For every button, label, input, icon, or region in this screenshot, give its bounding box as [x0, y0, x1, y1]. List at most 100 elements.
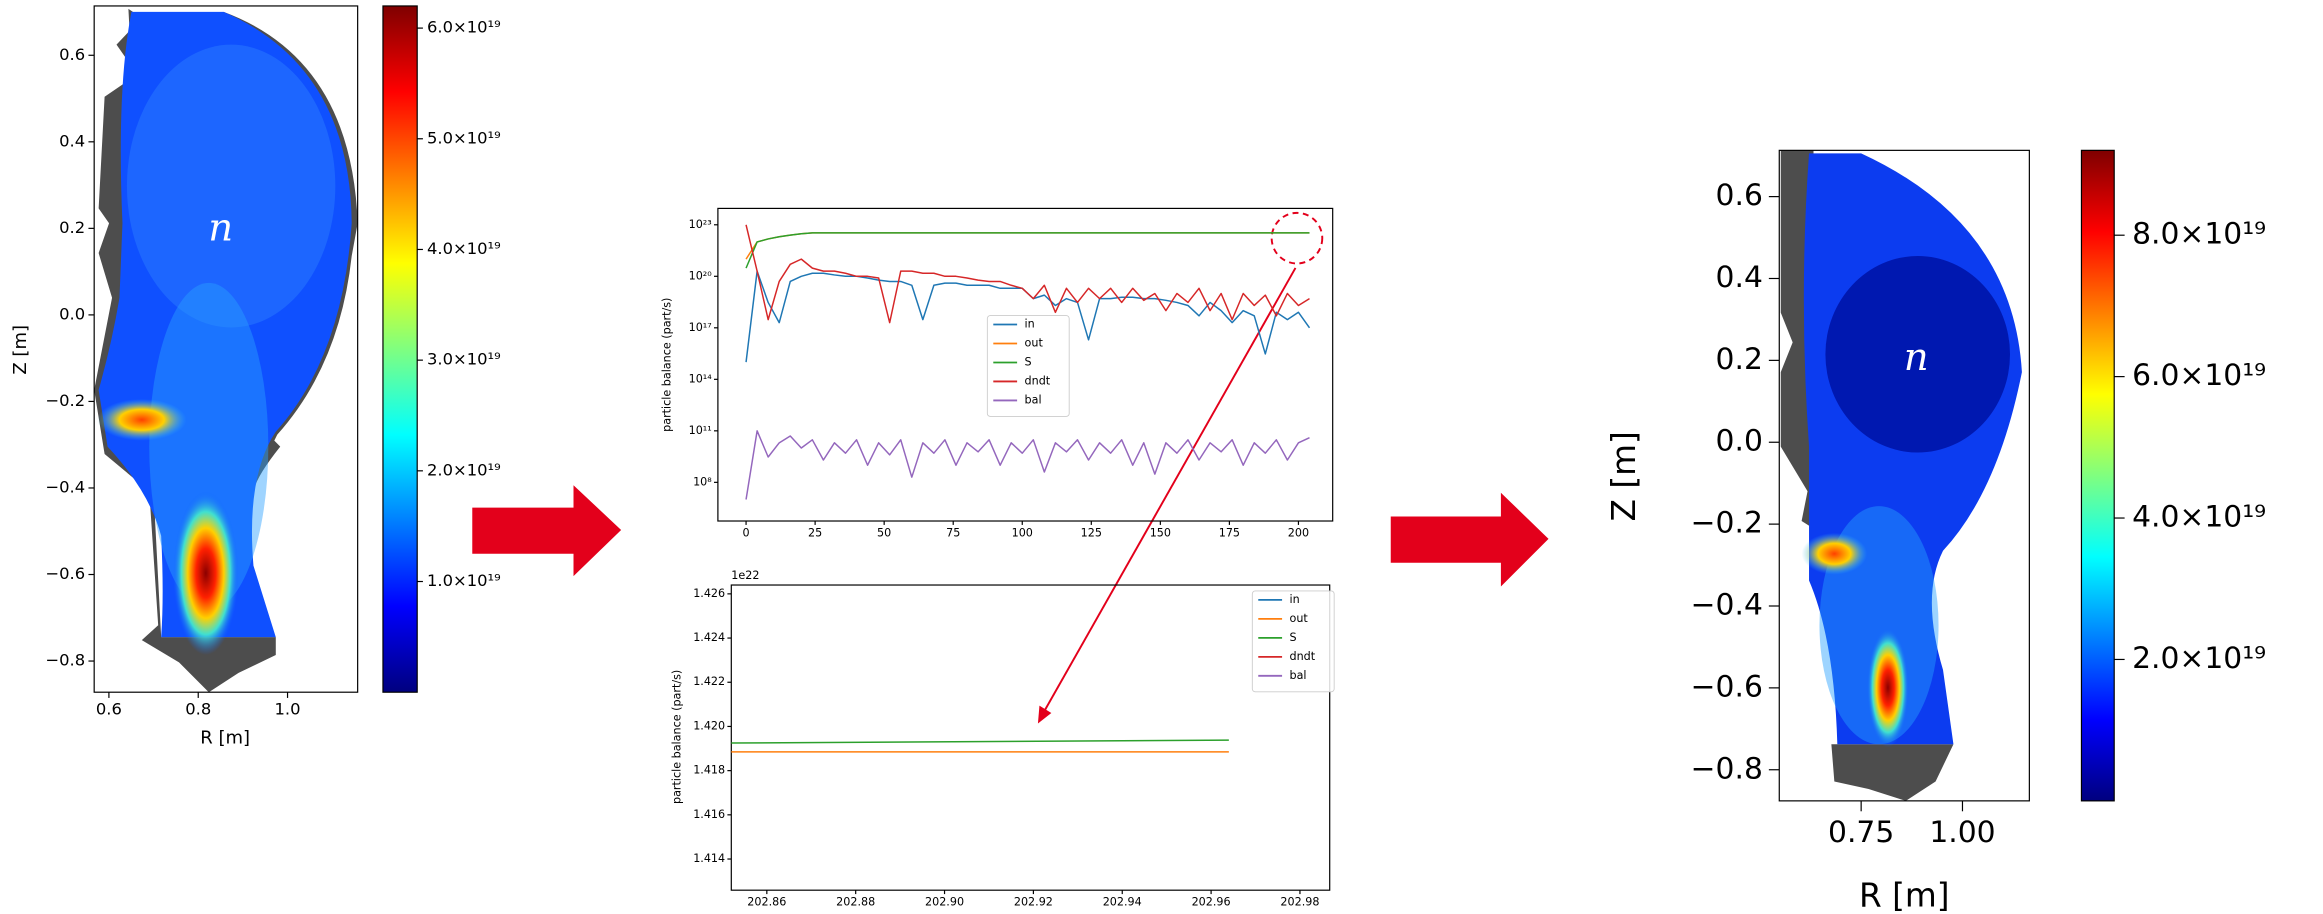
- series-line: [745, 430, 1310, 500]
- y-tick-label: 0.4: [1716, 260, 1763, 295]
- y-tick-label: 1.420: [693, 719, 725, 732]
- y-tick-label: 10⁸: [693, 475, 712, 488]
- annotation: n: [208, 206, 233, 251]
- map-left: n: [94, 8, 358, 693]
- legend-label: dndt: [1290, 650, 1316, 663]
- x-tick-label: 202.96: [1192, 895, 1231, 908]
- y-tick-label: 1.418: [693, 764, 725, 777]
- y-tick-label: 1.426: [693, 587, 725, 600]
- axes-frame: [717, 207, 1334, 522]
- y-tick-label: −0.2: [45, 391, 85, 410]
- panel: 202.86 202.88 202.90 202.92 202.94 202.96 202.…: [671, 569, 1335, 908]
- legend-frame: [986, 315, 1070, 417]
- legend-label: bal: [1025, 393, 1042, 406]
- y-tick-label: 10²³: [689, 218, 712, 231]
- y-tick-label: 1.416: [693, 808, 725, 821]
- x-axis-label: R [m]: [200, 727, 250, 748]
- x-tick-label: 75: [946, 526, 960, 539]
- y-tick-label: 1.424: [693, 631, 725, 644]
- y-tick-label: 0.6: [1716, 178, 1763, 213]
- y-tick-label: −0.8: [45, 651, 85, 670]
- x-tick-label: 0: [743, 526, 750, 539]
- x-tick-label: 1.00: [1929, 815, 1995, 850]
- flow-arrow: [472, 485, 622, 577]
- y-axis-label: Z [m]: [10, 325, 31, 375]
- panel: 0.75 1.00 0.6 0.4 0.2 0.0 −0.2 −0.4 −0.6 −0.8 R [m…: [1605, 149, 2266, 914]
- y-axis-label: particle balance (part/s): [671, 670, 684, 804]
- y-tick-label: 0.0: [1716, 424, 1763, 459]
- colorbar-tick-label: 3.0×10¹⁹: [427, 350, 501, 369]
- zoom-arrow-head: [1037, 705, 1052, 724]
- y-tick-label: −0.4: [45, 477, 85, 496]
- offset-label: 1e22: [731, 569, 759, 582]
- y-tick-label: 0.2: [1716, 342, 1763, 377]
- zoom-circle: [1270, 211, 1324, 265]
- axes-frame: [93, 5, 359, 693]
- y-tick-label: 10¹¹: [689, 424, 712, 437]
- x-tick-label: 175: [1219, 526, 1240, 539]
- y-tick-label: −0.8: [1691, 751, 1763, 786]
- y-tick-label: 1.422: [693, 675, 725, 688]
- x-tick-label: 202.94: [1103, 895, 1142, 908]
- colorbar: [382, 5, 418, 693]
- x-tick-label: 0.75: [1828, 815, 1894, 850]
- x-tick-label: 202.92: [1014, 895, 1053, 908]
- series-line: [745, 224, 1310, 324]
- axes-frame: [1778, 149, 2030, 802]
- zoom-arrow: [1041, 267, 1297, 716]
- y-axis-label: Z [m]: [1605, 431, 1643, 521]
- x-tick-label: 200: [1288, 526, 1309, 539]
- y-tick-label: 0.6: [59, 45, 85, 64]
- x-tick-label: 0.8: [185, 700, 211, 719]
- colorbar-tick-label: 8.0×10¹⁹: [2132, 217, 2266, 252]
- x-tick-label: 202.90: [925, 895, 964, 908]
- x-tick-label: 202.88: [836, 895, 875, 908]
- x-tick-label: 25: [808, 526, 822, 539]
- x-tick-label: 0.6: [96, 700, 122, 719]
- x-tick-label: 125: [1081, 526, 1102, 539]
- x-tick-label: 202.98: [1280, 895, 1319, 908]
- y-tick-label: −0.6: [1691, 669, 1763, 704]
- y-tick-label: 0.2: [59, 218, 85, 237]
- y-tick-label: 0.0: [59, 304, 85, 323]
- series-line: [745, 232, 1310, 269]
- annotation: n: [1904, 335, 1929, 380]
- x-axis-label: R [m]: [1859, 877, 1950, 914]
- colorbar-tick-label: 2.0×10¹⁹: [2132, 641, 2266, 676]
- flow-arrow: [1390, 492, 1549, 587]
- colorbar-tick-label: 5.0×10¹⁹: [427, 128, 501, 147]
- x-tick-label: 150: [1150, 526, 1171, 539]
- legend-label: out: [1025, 336, 1044, 349]
- colorbar-tick-label: 4.0×10¹⁹: [427, 239, 501, 258]
- panel: 0.6 0.8 1.0 0.6 0.4 0.2 0.0 −0.2 −0.4 −0.6 −0.8 R […: [10, 5, 501, 748]
- legend-label: in: [1025, 318, 1035, 331]
- axes-frame: [730, 584, 1331, 891]
- y-tick-label: 1.414: [693, 852, 725, 865]
- legend-frame: [1251, 590, 1335, 693]
- legend-label: S: [1025, 355, 1032, 368]
- x-tick-label: 100: [1012, 526, 1033, 539]
- y-tick-label: 10²⁰: [689, 269, 713, 282]
- y-tick-label: −0.4: [1691, 587, 1763, 622]
- y-tick-label: −0.6: [45, 564, 85, 583]
- colorbar-tick-label: 6.0×10¹⁹: [427, 18, 501, 37]
- colorbar-tick-label: 6.0×10¹⁹: [2132, 358, 2266, 393]
- colorbar-tick-label: 4.0×10¹⁹: [2132, 500, 2266, 535]
- legend-label: out: [1290, 612, 1309, 625]
- panel: 0 25 50 75 100 125 150 175 200 10⁸ 10¹¹ 10¹⁴ 10¹⁷ 10²…: [660, 207, 1334, 539]
- map-right: n: [1780, 150, 2022, 801]
- y-tick-label: −0.2: [1691, 506, 1763, 541]
- colorbar: [2080, 149, 2115, 802]
- series-line: [745, 232, 1310, 260]
- x-tick-label: 202.86: [747, 895, 786, 908]
- y-tick-label: 10¹⁷: [689, 321, 712, 334]
- legend-label: dndt: [1025, 374, 1051, 387]
- legend-label: in: [1290, 593, 1300, 606]
- colorbar-tick-label: 2.0×10¹⁹: [427, 460, 501, 479]
- x-tick-label: 1.0: [275, 700, 301, 719]
- x-tick-label: 50: [877, 526, 891, 539]
- y-tick-label: 0.4: [59, 131, 85, 150]
- colorbar-tick-label: 1.0×10¹⁹: [427, 571, 501, 590]
